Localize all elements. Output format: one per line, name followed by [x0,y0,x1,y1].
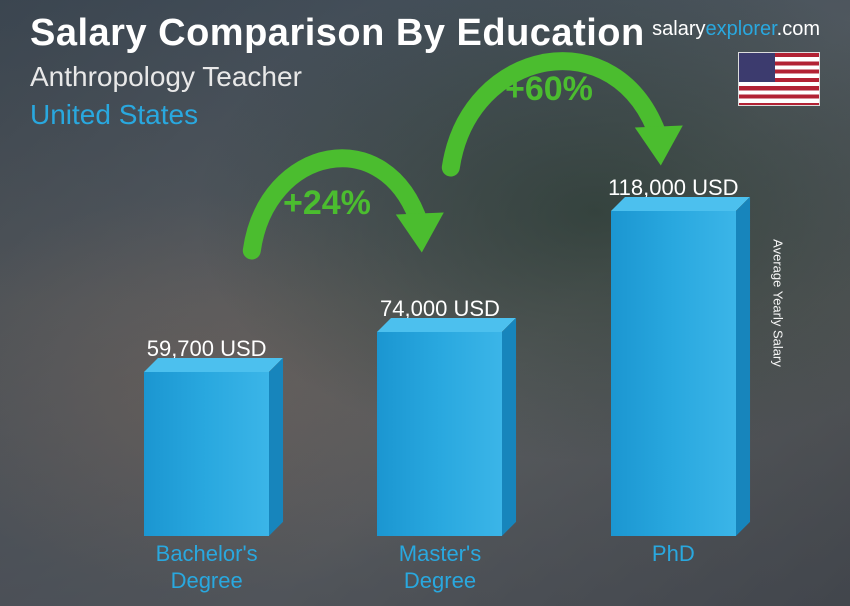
bar-side-face [736,197,750,536]
x-axis-label: Master'sDegree [350,541,530,594]
percent-increase-label: +24% [283,184,371,223]
x-axis-label: PhD [583,541,763,594]
bar [611,211,736,536]
watermark-part3: .com [777,18,820,40]
watermark-part2: explorer [706,18,777,40]
bar-group: 118,000 USD [583,175,763,536]
chart-subtitle: Anthropology Teacher [30,61,820,93]
bar-group: 74,000 USD [350,296,530,536]
chart-country: United States [30,99,820,131]
bar [377,332,502,536]
x-axis-labels: Bachelor'sDegree Master'sDegree PhD [90,541,790,594]
watermark-part1: salary [652,18,705,40]
flag-canton [739,53,775,82]
percent-increase-label: +60% [505,70,593,109]
bar-front-face [611,211,736,536]
us-flag-icon [738,52,820,106]
bar-top-face [611,197,750,211]
bar-side-face [502,318,516,536]
x-axis-label: Bachelor'sDegree [117,541,297,594]
bar-front-face [377,332,502,536]
bar-group: 59,700 USD [117,336,297,536]
bar-top-face [377,318,516,332]
watermark: salaryexplorer.com [652,18,820,41]
bar-front-face [144,372,269,536]
bar [144,372,269,536]
arrow-svg [430,40,690,190]
bar-side-face [269,358,283,536]
increase-arrow [430,40,690,190]
bar-top-face [144,358,283,372]
